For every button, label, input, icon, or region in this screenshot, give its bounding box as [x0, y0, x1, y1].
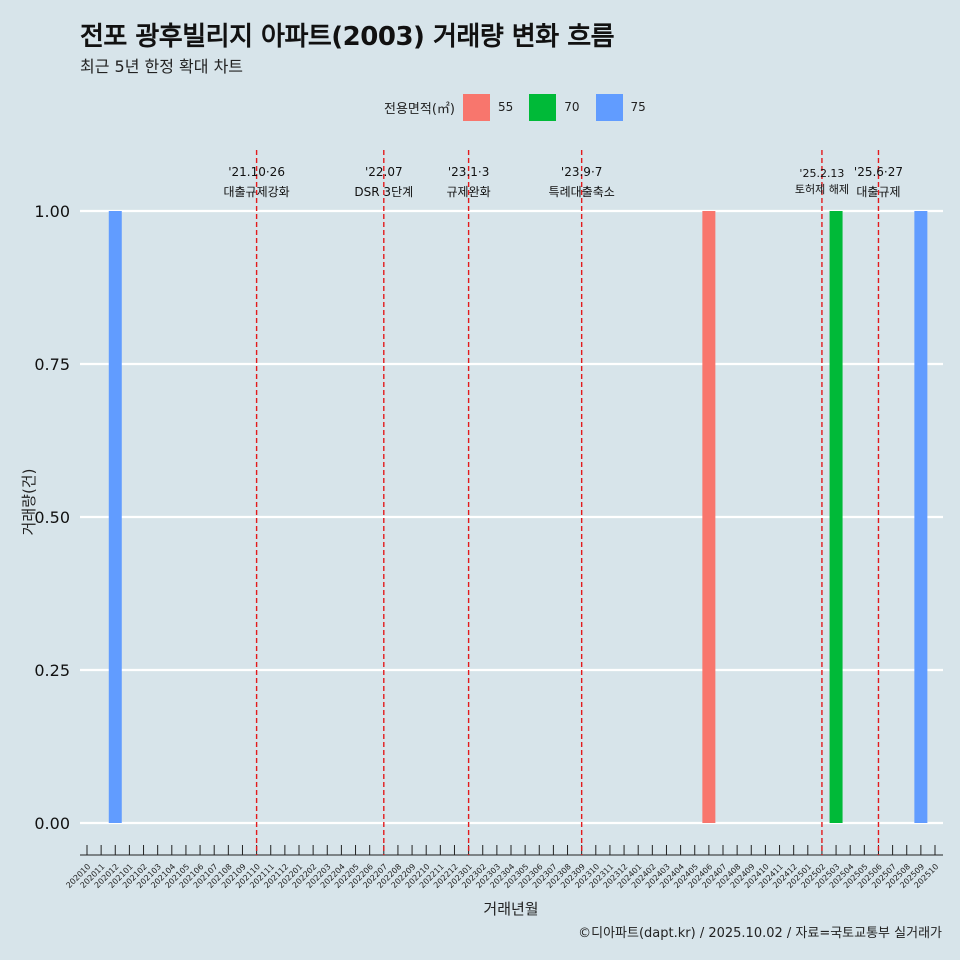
event-text-label: DSR 3단계 [354, 185, 413, 199]
y-axis-title: 거래량(건) [20, 469, 38, 536]
event-date-label: '21.10·26 [228, 165, 285, 179]
event-date-label: '25.2.13 [799, 167, 844, 180]
bar-75-202012 [108, 211, 122, 823]
event-date-label: '23.9·7 [561, 165, 602, 179]
source-caption: ©디아파트(dapt.kr) / 2025.10.02 / 자료=국토교통부 실… [578, 926, 942, 941]
event-text-label: 대출규제 [856, 185, 900, 199]
legend: 전용면적(㎡) 55 70 75 [384, 93, 662, 121]
bar-75-202509 [914, 211, 928, 823]
event-date-label: '22.07 [365, 165, 403, 179]
legend-item-70: 70 [529, 93, 589, 121]
event-text-label: 토허제 해제 [795, 182, 849, 196]
y-tick-label: 0.25 [34, 661, 70, 680]
bar-55-202406 [702, 211, 716, 823]
chart-subtitle: 최근 5년 한정 확대 차트 [80, 57, 244, 76]
legend-label-75: 75 [630, 100, 646, 114]
legend-title: 전용면적(㎡) [384, 101, 455, 117]
legend-label-70: 70 [564, 100, 580, 114]
y-tick-label: 1.00 [34, 202, 70, 221]
event-date-label: '25.6·27 [854, 165, 903, 179]
legend-item-75: 75 [595, 93, 656, 121]
legend-item-55: 55 [462, 93, 523, 121]
y-tick-label: 0.50 [34, 508, 70, 527]
legend-swatch-55 [462, 93, 490, 121]
legend-swatch-70 [529, 93, 557, 121]
y-tick-label: 0.00 [34, 814, 70, 833]
event-text-label: 특례대출축소 [549, 185, 615, 199]
chart-title: 전포 광후빌리지 아파트(2003) 거래량 변화 흐름 [80, 22, 615, 52]
legend-label-55: 55 [497, 100, 514, 114]
x-axis-title: 거래년월 [483, 900, 538, 918]
bar-70-202503 [829, 211, 843, 823]
event-text-label: 대출규제강화 [223, 185, 289, 199]
y-tick-label: 0.75 [34, 355, 70, 374]
event-text-label: 규제완화 [447, 185, 491, 199]
event-date-label: '23.1·3 [448, 165, 489, 179]
legend-swatch-75 [595, 93, 623, 121]
